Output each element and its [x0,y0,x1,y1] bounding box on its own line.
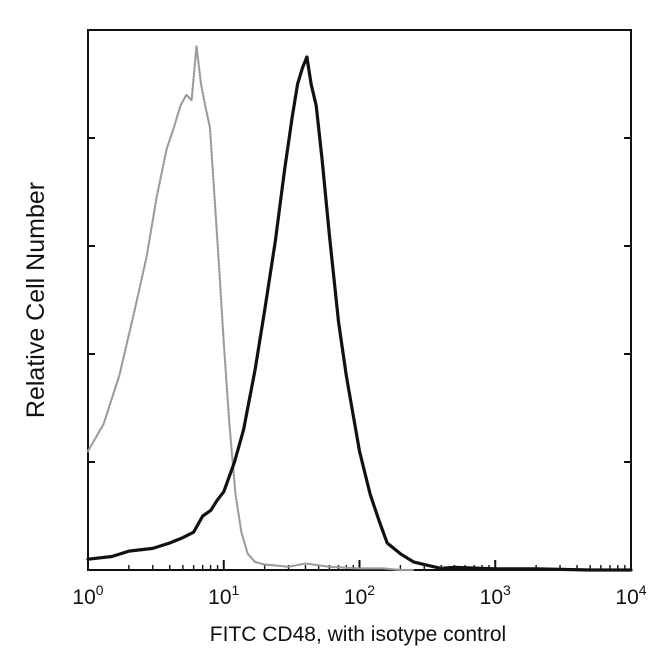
x-tick-labels: 100 101 102 103 104 [72,582,646,609]
series-layer [86,45,633,572]
x-axis-label: FITC CD48, with isotype control [210,623,506,646]
x-tick-label: 100 [72,582,103,609]
y-ticks [88,29,631,571]
x-tick-label: 101 [208,582,239,609]
x-tick-label: 104 [615,582,646,609]
x-tick-label: 103 [480,582,511,609]
plot-frame [87,29,632,571]
cd48-series [86,55,633,572]
y-axis-label: Relative Cell Number [22,182,50,418]
x-tick-label: 102 [344,582,375,609]
isotype-control-series [86,45,415,572]
